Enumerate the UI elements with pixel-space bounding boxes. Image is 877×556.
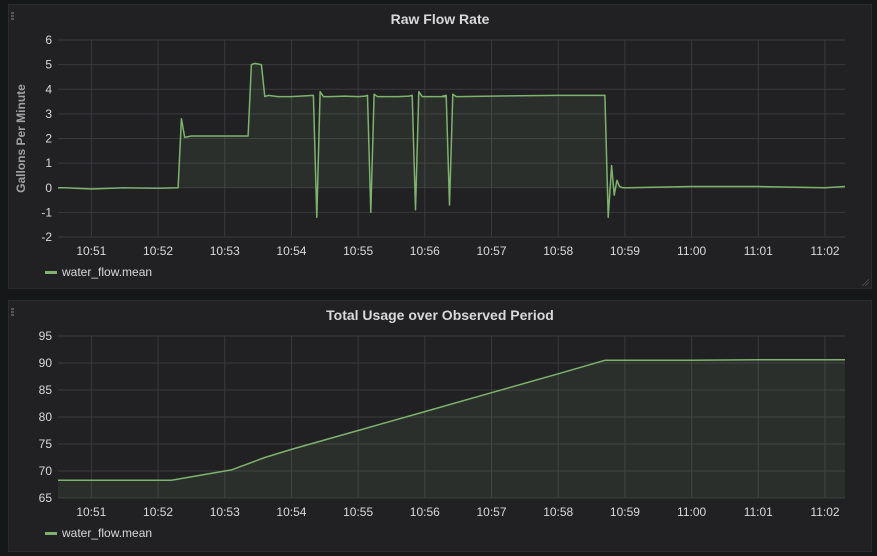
series-line-water-flow-mean[interactable] [58,62,846,219]
legend-swatch [45,270,57,274]
legend-label: water_flow.mean [62,526,153,540]
x-tick-label: 10:58 [543,505,573,519]
y-tick-label: -2 [41,230,52,244]
y-tick-label: 65 [39,491,53,505]
y-tick-label: 1 [45,156,52,170]
x-tick-label: 10:57 [477,244,507,258]
raw-flow-rate-legend[interactable]: water_flow.mean [45,265,152,279]
x-tick-label: 10:53 [210,505,240,519]
y-tick-label: 3 [45,107,52,121]
total-usage-chart: 95 90 85 80 75 70 65 10:51 10:52 10:53 10:54 10:55 1… [39,329,845,519]
x-tick-label: 10:51 [76,244,106,258]
legend-label: water_flow.mean [62,265,153,279]
y-tick-label: 90 [39,356,53,370]
x-tick-label: 10:51 [76,505,106,519]
x-tick-label: 10:55 [343,505,373,519]
y-tick-label: 70 [39,464,53,478]
x-tick-label: 11:02 [810,505,839,519]
x-tick-label: 10:54 [276,505,306,519]
x-tick-label: 10:59 [610,505,640,519]
raw-flow-rate-title[interactable]: Raw Flow Rate [390,11,490,27]
x-tick-label: 10:52 [143,505,173,519]
y-tick-label: 4 [45,82,52,96]
panel-resize-handle[interactable] [861,278,869,286]
y-tick-label: 75 [39,437,53,451]
total-usage-title[interactable]: Total Usage over Observed Period [326,307,554,323]
x-tick-label: 10:56 [410,244,440,258]
y-tick-label: 5 [45,58,52,72]
x-tick-label: 10:53 [210,244,240,258]
x-tick-label: 10:57 [477,505,507,519]
x-tick-label: 11:01 [744,505,773,519]
x-tick-label: 11:02 [810,244,839,258]
x-tick-label: 10:55 [343,244,373,258]
raw-flow-rate-panel: Raw Flow Rate 6 5 4 3 2 1 0 -1 -2 10:51 10:52 10:53… [8,4,872,289]
y-tick-label: -1 [41,205,52,219]
y-tick-label: 2 [45,132,52,146]
total-usage-panel: Total Usage over Observed Period 95 90 85 8… [8,300,872,552]
total-usage-legend[interactable]: water_flow.mean [45,526,152,540]
y-tick-label: 95 [39,329,53,343]
y-tick-label: 0 [45,181,52,195]
x-tick-label: 11:00 [677,505,706,519]
x-tick-label: 11:01 [744,244,773,258]
y-tick-label: 85 [39,383,53,397]
x-tick-label: 10:54 [276,244,306,258]
y-tick-label: 80 [39,410,53,424]
series-area-fill [58,359,845,498]
y-axis-label: Gallons Per Minute [14,84,28,193]
raw-flow-rate-chart: 6 5 4 3 2 1 0 -1 -2 10:51 10:52 10:53 10:54 10:55 10:5… [14,33,846,258]
panel-drag-handle[interactable] [10,307,16,319]
x-tick-label: 11:00 [677,244,706,258]
x-tick-label: 10:59 [610,244,640,258]
y-tick-label: 6 [45,33,52,47]
series-line-water-flow-mean[interactable] [58,359,845,481]
legend-swatch [45,531,57,535]
x-tick-label: 10:56 [410,505,440,519]
x-tick-label: 10:52 [143,244,173,258]
panel-drag-handle[interactable] [10,11,16,23]
x-tick-label: 10:58 [543,244,573,258]
